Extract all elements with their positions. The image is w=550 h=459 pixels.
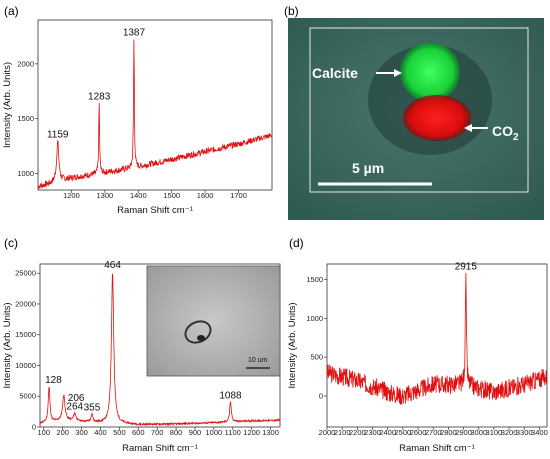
y-tick-label: 2000 bbox=[17, 59, 34, 68]
y-tick-label: 0 bbox=[319, 391, 323, 400]
inset-micrograph: 10 um bbox=[146, 265, 281, 377]
y-tick-label: 10000 bbox=[15, 361, 36, 370]
x-tick-label: 2000 bbox=[319, 428, 336, 437]
x-tick-label: 3400 bbox=[531, 428, 548, 437]
spectrum-line bbox=[326, 272, 548, 405]
peak-label-128: 128 bbox=[45, 375, 62, 386]
calcite-label: Calcite bbox=[312, 65, 358, 81]
x-tick-label: 1100 bbox=[225, 428, 241, 437]
calcite-region bbox=[400, 42, 460, 102]
spectrum-chart-a: 1200 1300 1400 1500 1600 1700 1000 1500 2000 Rama… bbox=[2, 19, 273, 216]
x-tick-label: 2800 bbox=[440, 428, 457, 437]
co2-label: CO2 bbox=[492, 123, 519, 143]
co2-arrowhead bbox=[464, 124, 472, 132]
x-tick-label: 400 bbox=[94, 428, 107, 437]
peak-label-2915: 2915 bbox=[455, 261, 478, 272]
x-tick-label: 1200 bbox=[243, 428, 260, 437]
x-tick-label: 2100 bbox=[334, 428, 351, 437]
x-tick-label: 800 bbox=[170, 428, 183, 437]
x-tick-label: 1200 bbox=[63, 191, 80, 200]
x-tick-label: 100 bbox=[38, 428, 51, 437]
peak-label-1387: 1387 bbox=[123, 28, 146, 39]
y-tick-label: 20000 bbox=[15, 299, 36, 308]
spectrum-line bbox=[37, 39, 273, 189]
x-tick-label: 300 bbox=[75, 428, 88, 437]
x-tick-label: 3200 bbox=[501, 428, 518, 437]
panel-b-label: (b) bbox=[284, 4, 299, 18]
y-axis-title: Intensity (Arb. Units) bbox=[2, 62, 13, 148]
panel-c-label: (c) bbox=[4, 236, 18, 250]
peak-label-1283: 1283 bbox=[88, 91, 111, 102]
y-tick-label: 5000 bbox=[19, 392, 36, 401]
x-tick-label: 3000 bbox=[470, 428, 487, 437]
spectrum-chart-c: 100 200 300 400 500 600 700 800 900 1000 1100 1200 1… bbox=[2, 260, 281, 454]
x-tick-label: 600 bbox=[132, 428, 145, 437]
y-tick-label: 1000 bbox=[306, 314, 323, 323]
micrograph-image: (b) Calcite CO2 5 µ bbox=[284, 4, 544, 220]
peak-label-1088: 1088 bbox=[219, 390, 242, 401]
x-tick-label: 500 bbox=[113, 428, 126, 437]
x-tick-label: 200 bbox=[56, 428, 69, 437]
plot-frame bbox=[37, 19, 273, 191]
plot-frame bbox=[326, 263, 548, 428]
x-tick-label: 1000 bbox=[206, 428, 223, 437]
inset-inclusion bbox=[197, 335, 205, 341]
chart-panel-a: (a) 1200 1300 1400 1500 1600 1700 1000 1500 2000… bbox=[2, 4, 273, 216]
y-tick-label: 1500 bbox=[17, 114, 34, 123]
spectrum-line bbox=[39, 273, 281, 427]
calcite-arrowhead bbox=[394, 69, 402, 77]
inset-crystal bbox=[184, 320, 212, 344]
y-tick-label: 25000 bbox=[15, 269, 36, 278]
y-tick-label: 15000 bbox=[15, 330, 36, 339]
x-axis-title: Raman Shift cm⁻¹ bbox=[122, 443, 198, 454]
x-tick-label: 2300 bbox=[364, 428, 381, 437]
x-tick-label: 2600 bbox=[410, 428, 427, 437]
x-tick-label: 3300 bbox=[516, 428, 533, 437]
x-tick-label: 1500 bbox=[163, 191, 180, 200]
x-axis-title: Raman Shift cm⁻¹ bbox=[399, 443, 475, 454]
x-axis-title: Raman Shift cm⁻¹ bbox=[117, 205, 193, 216]
x-tick-label: 2400 bbox=[379, 428, 396, 437]
peak-label-1159: 1159 bbox=[47, 130, 69, 141]
x-tick-label: 2900 bbox=[455, 428, 472, 437]
inset-scale-label: 10 um bbox=[248, 357, 268, 364]
y-axis-title: Intensity (Arb. Units) bbox=[2, 302, 13, 388]
y-tick-label: 0 bbox=[32, 423, 36, 432]
micrograph-panel-b: (b) Calcite CO2 5 µ bbox=[280, 0, 550, 225]
y-tick-label: 1000 bbox=[17, 169, 34, 178]
panel-a-label: (a) bbox=[4, 4, 19, 18]
scale-bar-label: 5 µm bbox=[352, 160, 384, 176]
peak-label-464: 464 bbox=[104, 260, 121, 271]
y-axis-title: Intensity (Arb. Units) bbox=[287, 302, 298, 388]
x-tick-label: 1300 bbox=[262, 428, 279, 437]
x-tick-label: 1700 bbox=[230, 191, 247, 200]
x-tick-label: 900 bbox=[189, 428, 202, 437]
x-tick-label: 700 bbox=[151, 428, 164, 437]
peak-label-206: 206 bbox=[68, 393, 85, 404]
chart-panel-d: (d) 200021002200230024002500260027002800… bbox=[287, 236, 548, 454]
x-tick-label: 1600 bbox=[197, 191, 214, 200]
x-tick-label: 2700 bbox=[425, 428, 442, 437]
y-tick-label: 1500 bbox=[306, 275, 323, 284]
panel-d-label: (d) bbox=[289, 236, 304, 250]
x-tick-label: 1400 bbox=[130, 191, 147, 200]
x-tick-label: 3100 bbox=[486, 428, 503, 437]
peak-label-264: 264 bbox=[66, 401, 83, 412]
x-tick-label: 2200 bbox=[349, 428, 366, 437]
y-tick-label: 500 bbox=[310, 353, 323, 362]
x-tick-label: 1300 bbox=[97, 191, 114, 200]
co2-region bbox=[403, 95, 471, 141]
spectrum-chart-d: 2000210022002300240025002600270028002900… bbox=[287, 261, 548, 454]
chart-panel-c: (c) 100 200 300 400 500 600 700 800 900 1000 1100 1… bbox=[2, 236, 281, 454]
x-tick-label: 2500 bbox=[395, 428, 412, 437]
micrograph-frame bbox=[309, 27, 529, 193]
peak-label-355: 355 bbox=[84, 403, 101, 414]
